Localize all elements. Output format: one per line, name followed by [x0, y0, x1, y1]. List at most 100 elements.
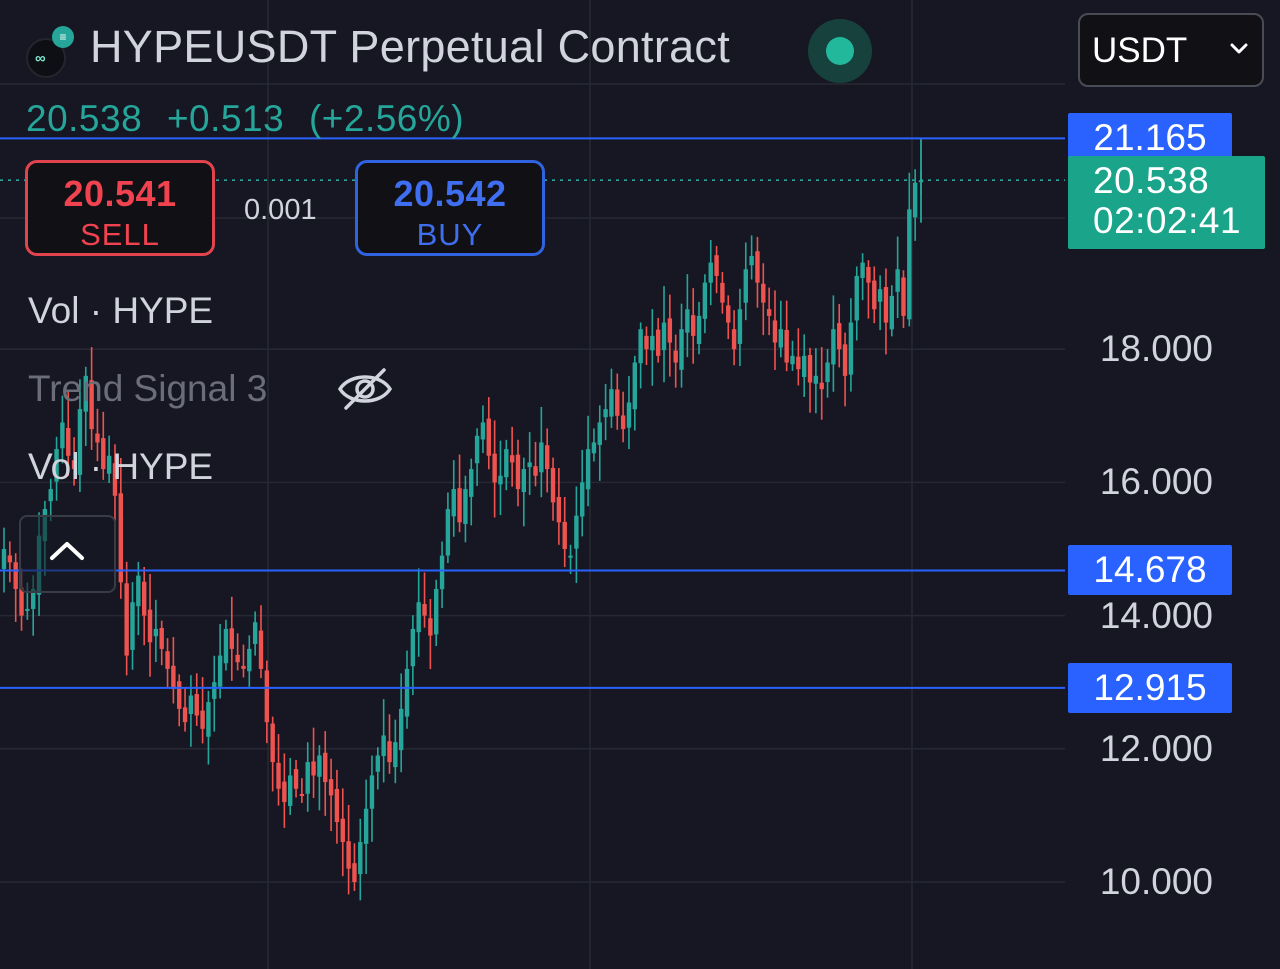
candle-body	[480, 422, 486, 440]
price-axis-label: 12.000	[1099, 727, 1213, 769]
candle-body	[486, 418, 491, 456]
candle-body	[819, 382, 824, 390]
candle-body	[568, 555, 573, 558]
candle-body	[860, 262, 865, 278]
candle-body	[369, 775, 375, 809]
candle-body	[200, 710, 205, 729]
candle-body	[252, 622, 258, 645]
candle-body	[661, 322, 667, 351]
candle-body	[404, 668, 410, 717]
candle-body	[101, 438, 106, 470]
collapse-indicators-button[interactable]	[19, 515, 116, 593]
candle-body	[626, 402, 632, 428]
candle-body	[691, 315, 696, 336]
candle-body	[679, 329, 684, 370]
candle-body	[223, 628, 229, 664]
candle-body	[136, 575, 141, 607]
candle-body	[877, 289, 883, 302]
candle-body	[539, 442, 544, 473]
candle-body	[375, 755, 381, 772]
currency-select[interactable]: USDT	[1078, 13, 1264, 87]
candle-body	[796, 356, 801, 370]
candle-body	[696, 315, 702, 344]
candle-body	[761, 283, 766, 303]
candle-body	[778, 329, 784, 348]
indicator-volume-2[interactable]: Vol · HYPE	[28, 446, 214, 487]
candle-body	[66, 427, 71, 456]
candle-body	[889, 295, 894, 330]
candle-body	[603, 409, 608, 418]
symbol-title[interactable]: HYPEUSDT Perpetual Contract	[90, 21, 731, 72]
horizontal-line-tag[interactable]: 21.165	[1068, 113, 1232, 164]
candle-body	[118, 493, 124, 583]
indicator-trend-signal[interactable]: Trend Signal 3	[28, 368, 268, 409]
candle-body	[842, 344, 848, 376]
candle-body	[188, 695, 194, 714]
candle-body	[434, 588, 439, 635]
horizontal-line-tag[interactable]: 14.678	[1068, 545, 1232, 596]
candle-body	[95, 433, 100, 443]
indicator-volume[interactable]: Vol · HYPE	[28, 290, 214, 331]
candle-body	[504, 449, 509, 478]
candle-body	[206, 702, 211, 737]
candle-body	[7, 555, 13, 563]
candle-body	[837, 323, 842, 350]
candle-body	[428, 618, 433, 636]
quote-line: 20.538 +0.513 (+2.56%)	[26, 98, 478, 140]
candle-body	[410, 628, 416, 667]
candle-body	[492, 453, 497, 483]
live-dot-icon	[808, 19, 872, 83]
candle-body	[393, 742, 398, 768]
price-axis-label: 10.000	[1099, 861, 1213, 902]
candle-body	[673, 350, 678, 363]
candle-body	[177, 681, 182, 709]
candle-body	[422, 604, 427, 616]
candle-body	[212, 682, 217, 699]
candle-body	[352, 863, 357, 882]
candle-body	[644, 335, 649, 350]
candle-body	[474, 435, 480, 464]
candle-body	[293, 769, 299, 789]
sell-button[interactable]: 20.541 SELL	[25, 160, 215, 256]
candle-body	[258, 630, 264, 669]
price-axis-label: 18.000	[1099, 328, 1213, 370]
candle-body	[194, 694, 199, 716]
spread-value: 0.001	[244, 194, 317, 226]
candle-body	[883, 287, 889, 323]
price-axis-label: 14.000	[1099, 594, 1213, 636]
candle-body	[165, 651, 170, 669]
candle-body	[89, 380, 94, 430]
candle-body	[112, 463, 118, 496]
candle-body	[229, 628, 234, 649]
candle-body	[714, 255, 719, 276]
candle-body	[124, 583, 129, 656]
candle-body	[585, 449, 591, 490]
candle-body	[328, 779, 334, 796]
candle-body	[895, 269, 900, 292]
candle-body	[60, 422, 65, 449]
buy-label: BUY	[416, 217, 484, 252]
candle-body	[609, 389, 614, 417]
candle-body	[813, 375, 819, 384]
candle-body	[527, 462, 532, 468]
horizontal-line-tag[interactable]: 12.915	[1068, 662, 1232, 713]
candle-body	[398, 708, 404, 751]
chevron-up-icon	[50, 542, 84, 560]
candle-body	[726, 305, 731, 323]
candle-body	[515, 454, 521, 490]
buy-button[interactable]: 20.542 BUY	[355, 160, 545, 256]
candle-body	[655, 329, 661, 356]
candle-body	[270, 723, 275, 763]
candle-body	[334, 788, 340, 823]
eye-off-icon[interactable]	[336, 364, 394, 419]
candle-body	[784, 329, 789, 363]
candle-body	[708, 262, 713, 283]
candle-body	[772, 320, 778, 343]
candle-body	[562, 521, 567, 549]
candle-body	[387, 741, 392, 763]
candle-body	[340, 818, 345, 843]
hype-logo: ∞ ≡	[22, 20, 76, 78]
candle-body	[731, 329, 737, 350]
candle-body	[766, 309, 772, 316]
